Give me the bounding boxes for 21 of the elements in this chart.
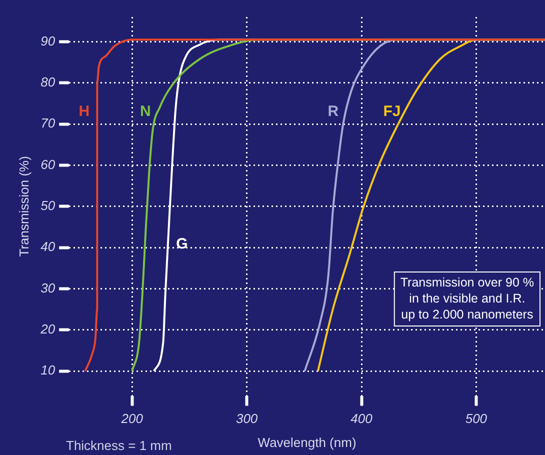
series-label: H [78,102,90,120]
text: Thickness = 1 mm [66,438,172,454]
y-tick-label: 20 [40,322,56,337]
series-label: N [140,102,151,120]
annotation: Transmission over 90 % in the visible and I.R. up to 2.000 nanometers [400,275,534,322]
y-tick-label: 50 [40,198,56,214]
y-tick-label: 30 [40,280,56,296]
x-tick-label: 500 [465,411,488,426]
y-tick-label: 10 [40,362,56,378]
x-tick-label: 200 [120,411,144,426]
y-axis-title: Transmission (%) [16,156,32,257]
y-tick-label: 70 [40,116,56,131]
y-tick-label: 80 [40,74,56,90]
series-label: R [328,102,339,120]
x-axis-title: Wavelength (nm) [258,434,356,450]
x-tick-label: 300 [236,411,258,426]
y-tick-label: 90 [40,33,56,48]
y-tick-label: 60 [40,156,56,172]
y-tick-label: 40 [40,239,56,254]
x-tick-label: 400 [350,411,374,426]
series-label: FJ [383,102,401,120]
